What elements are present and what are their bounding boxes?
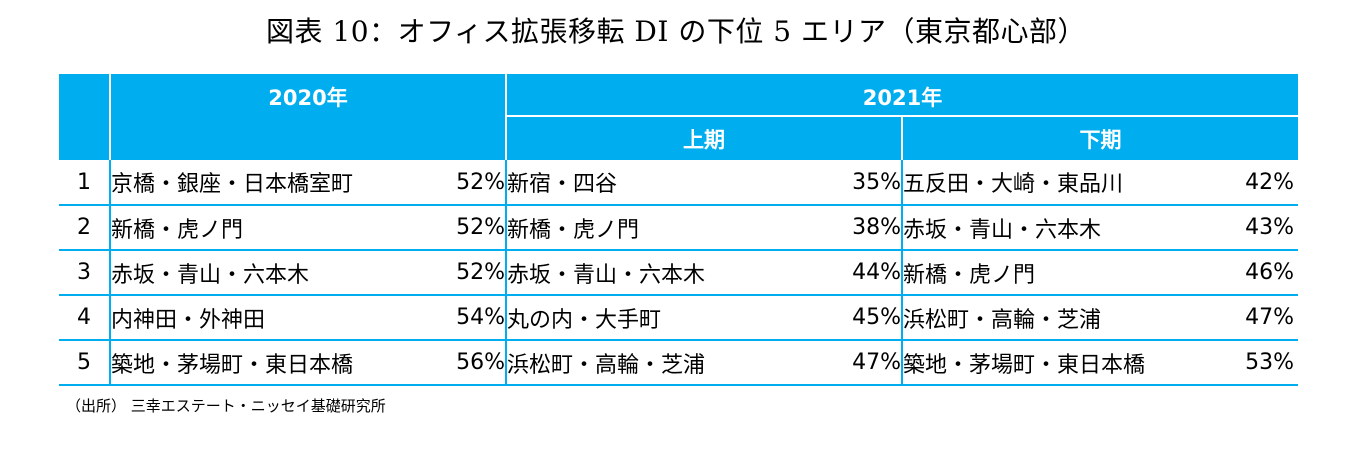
table-row: 2 新橋・虎ノ門 52% 新橋・虎ノ門 38% 赤坂・青山・六本木 43% [59, 205, 1299, 251]
header-2021: 2021年 [506, 74, 1299, 116]
area-2020-cell: 築地・茅場町・東日本橋 [110, 340, 440, 386]
rank-cell: 5 [59, 340, 111, 386]
area-2020-cell: 京橋・銀座・日本橋室町 [110, 160, 440, 206]
rank-cell: 1 [59, 160, 111, 206]
pct-2021-h2-cell: 53% [1232, 340, 1299, 386]
area-2021-h1-cell: 赤坂・青山・六本木 [506, 250, 837, 296]
area-2021-h1-cell: 丸の内・大手町 [506, 295, 837, 341]
figure-title: 図表 10：オフィス拡張移転 DI の下位 5 エリア（東京都心部） [266, 15, 1086, 48]
pct-2021-h2-cell: 42% [1232, 160, 1299, 206]
header-2021-second-half: 下期 [902, 115, 1299, 160]
pct-2021-h2-cell: 47% [1232, 295, 1299, 341]
header-2020-label: 2020年 [268, 86, 348, 110]
area-2021-h2-cell: 五反田・大崎・東品川 [902, 160, 1233, 206]
pct-2021-h1-cell: 47% [836, 340, 904, 386]
pct-2021-h2-cell: 43% [1232, 205, 1299, 251]
header-2020: 2020年 [110, 74, 508, 160]
area-2020-cell: 内神田・外神田 [110, 295, 440, 341]
area-2021-h2-cell: 浜松町・高輪・芝浦 [902, 295, 1233, 341]
area-2020-cell: 新橋・虎ノ門 [110, 205, 440, 251]
rank-cell: 2 [59, 205, 111, 251]
area-2020-cell: 赤坂・青山・六本木 [110, 250, 440, 296]
table-row: 4 内神田・外神田 54% 丸の内・大手町 45% 浜松町・高輪・芝浦 47% [59, 295, 1299, 341]
pct-2020-cell: 56% [440, 340, 508, 386]
area-2021-h1-cell: 新橋・虎ノ門 [506, 205, 837, 251]
table-row: 5 築地・茅場町・東日本橋 56% 浜松町・高輪・芝浦 47% 築地・茅場町・東… [59, 340, 1299, 386]
pct-2021-h1-cell: 35% [836, 160, 904, 206]
source-note: （出所） 三幸エステート・ニッセイ基礎研究所 [66, 397, 386, 415]
ranking-table: 2020年 2021年 上期 下期 1 京橋・銀座・日本橋室町 52% 新宿・四… [59, 74, 1299, 386]
pct-2020-cell: 52% [440, 250, 508, 296]
pct-2020-cell: 52% [440, 205, 508, 251]
pct-2020-cell: 52% [440, 160, 508, 206]
header-2021-first-half: 上期 [506, 115, 904, 160]
table-row: 1 京橋・銀座・日本橋室町 52% 新宿・四谷 35% 五反田・大崎・東品川 4… [59, 160, 1299, 206]
header-corner [59, 74, 111, 160]
pct-2021-h1-cell: 45% [836, 295, 904, 341]
area-2021-h2-cell: 築地・茅場町・東日本橋 [902, 340, 1233, 386]
pct-2021-h1-cell: 44% [836, 250, 904, 296]
area-2021-h2-cell: 赤坂・青山・六本木 [902, 205, 1233, 251]
pct-2021-h2-cell: 46% [1232, 250, 1299, 296]
rank-cell: 4 [59, 295, 111, 341]
table-row: 3 赤坂・青山・六本木 52% 赤坂・青山・六本木 44% 新橋・虎ノ門 46% [59, 250, 1299, 296]
area-2021-h1-cell: 新宿・四谷 [506, 160, 837, 206]
pct-2021-h1-cell: 38% [836, 205, 904, 251]
area-2021-h2-cell: 新橋・虎ノ門 [902, 250, 1233, 296]
rank-cell: 3 [59, 250, 111, 296]
pct-2020-cell: 54% [440, 295, 508, 341]
area-2021-h1-cell: 浜松町・高輪・芝浦 [506, 340, 837, 386]
